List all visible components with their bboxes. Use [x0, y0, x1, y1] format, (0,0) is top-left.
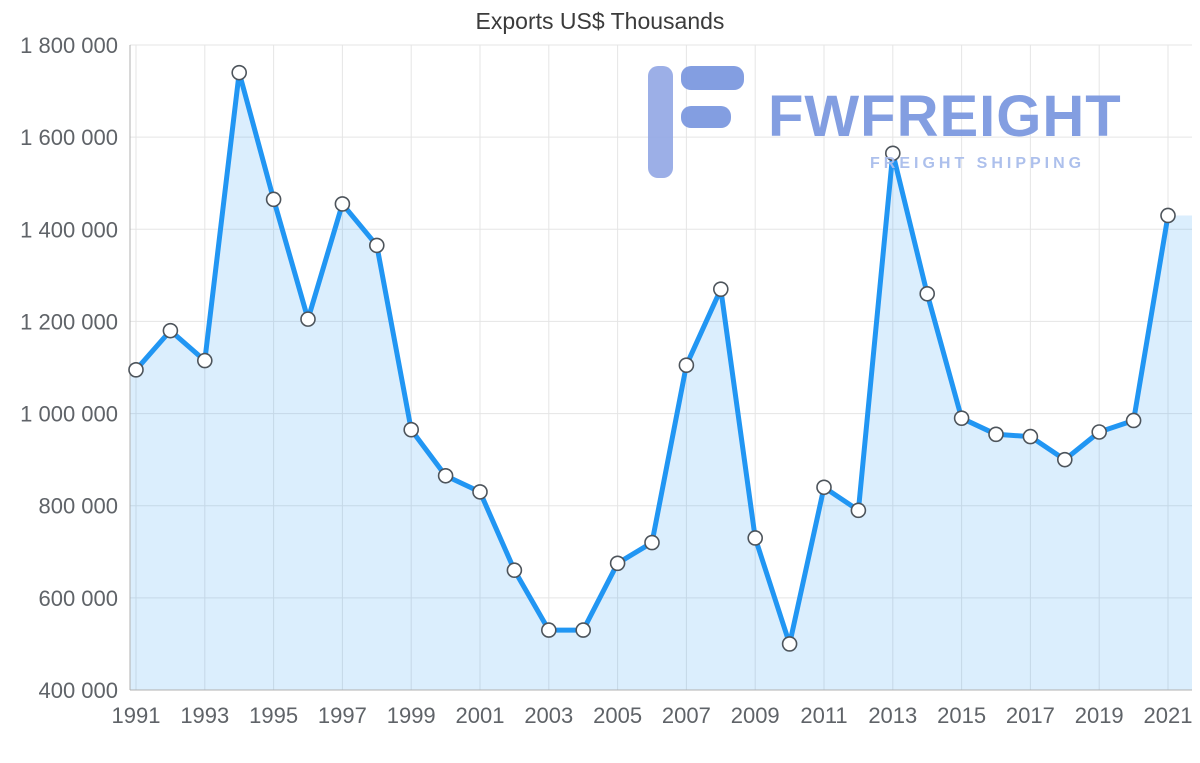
- data-point-marker: [678, 357, 695, 373]
- data-point-marker: [1160, 207, 1176, 224]
- x-tick-label: 1993: [180, 703, 229, 728]
- data-point-marker: [437, 467, 454, 484]
- x-tick-label: 1991: [112, 703, 161, 728]
- data-point-marker: [919, 285, 936, 302]
- x-tick-label: 2003: [524, 703, 573, 728]
- x-tick-label: 2011: [800, 703, 847, 728]
- x-tick-label: 2009: [731, 703, 780, 728]
- x-tick-label: 1997: [318, 703, 367, 728]
- x-tick-label: 2019: [1075, 703, 1124, 728]
- x-tick-label: 2001: [456, 703, 505, 728]
- data-point-marker: [1125, 412, 1142, 429]
- area-fill: [130, 72, 1192, 690]
- data-point-marker: [850, 502, 867, 519]
- data-point-marker: [747, 530, 764, 546]
- y-tick-label: 1 000 000: [20, 402, 118, 427]
- data-point-marker: [540, 622, 557, 638]
- data-point-marker: [265, 191, 282, 208]
- x-tick-label: 2005: [593, 703, 642, 728]
- x-tick-label: 1999: [387, 703, 436, 728]
- chart-title: Exports US$ Thousands: [475, 8, 725, 34]
- data-point-marker: [1022, 428, 1039, 445]
- data-point-marker: [609, 555, 626, 572]
- data-point-marker: [884, 145, 901, 162]
- data-point-marker: [988, 426, 1004, 443]
- y-tick-label: 1 600 000: [20, 125, 118, 150]
- data-point-marker: [575, 622, 592, 638]
- data-point-marker: [334, 196, 351, 212]
- x-tick-label: 2015: [937, 703, 986, 728]
- data-point-marker: [403, 421, 420, 438]
- data-point-marker: [506, 562, 523, 579]
- data-point-marker: [231, 64, 247, 81]
- y-tick-label: 400 000: [38, 678, 118, 703]
- data-point-marker: [300, 311, 316, 327]
- data-point-marker: [368, 237, 385, 254]
- x-tick-label: 2021: [1144, 703, 1193, 728]
- y-tick-label: 800 000: [38, 494, 118, 519]
- data-point-marker: [162, 322, 179, 339]
- data-point-marker: [197, 352, 213, 369]
- x-tick-label: 2017: [1006, 703, 1055, 728]
- y-tick-label: 600 000: [38, 586, 118, 611]
- data-point-marker: [644, 534, 660, 551]
- data-point-marker: [781, 636, 798, 652]
- x-tick-label: 1995: [249, 703, 298, 728]
- y-tick-label: 1 800 000: [20, 33, 118, 58]
- data-point-marker: [712, 281, 729, 297]
- y-tick-label: 1 200 000: [20, 309, 118, 334]
- data-point-marker: [128, 362, 144, 378]
- data-point-marker: [953, 410, 970, 426]
- y-tick-label: 1 400 000: [20, 217, 118, 242]
- x-tick-label: 2007: [662, 703, 711, 728]
- x-tick-label: 2013: [868, 703, 917, 728]
- data-point-marker: [472, 484, 488, 500]
- data-point-marker: [816, 479, 832, 496]
- data-point-marker: [1057, 451, 1073, 468]
- data-point-marker: [1091, 424, 1107, 440]
